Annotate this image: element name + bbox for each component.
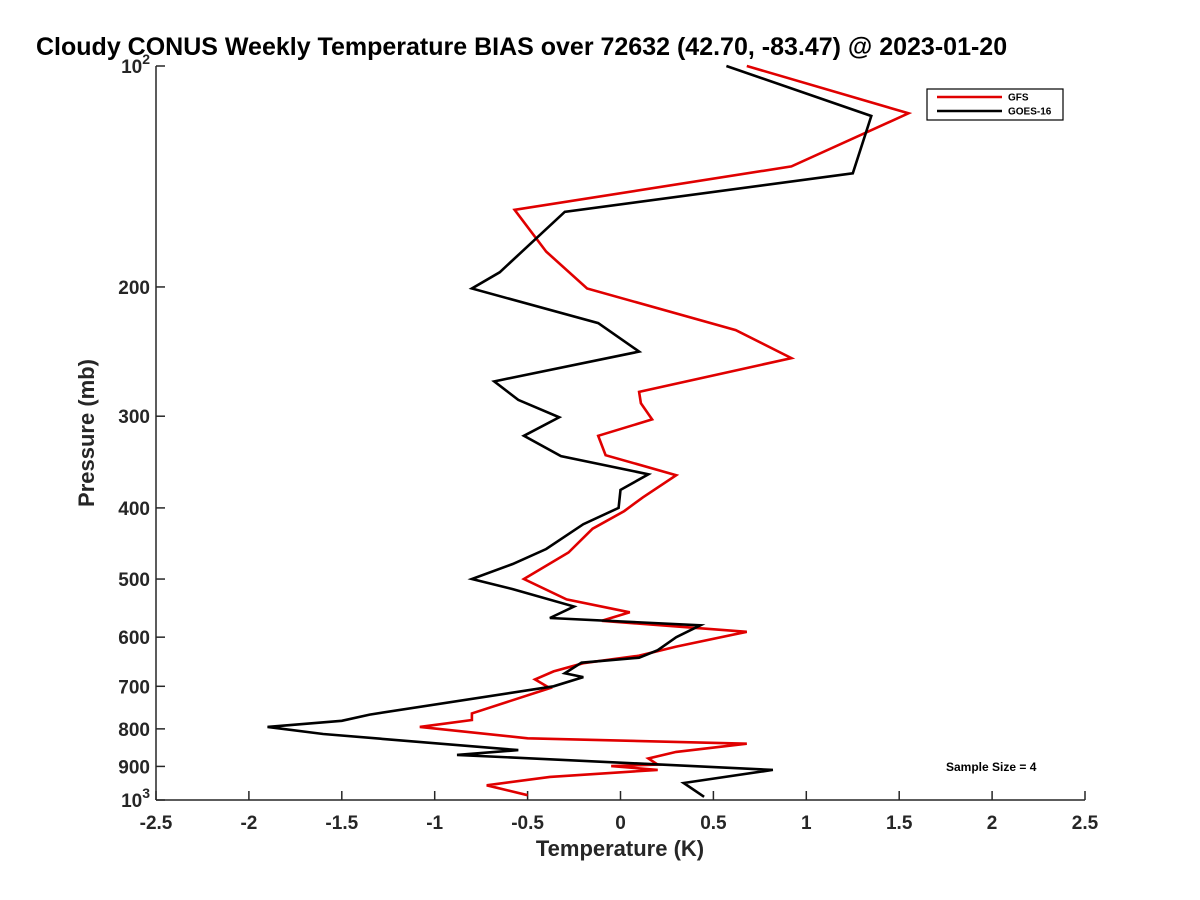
series-line-gfs [419, 64, 913, 797]
y-tick-label: 400 [118, 499, 150, 520]
y-axis-label: Pressure (mb) [74, 359, 99, 507]
y-tick-label: 300 [118, 407, 150, 428]
y-tick-label-base: 10 [121, 57, 142, 78]
x-tick-label: -1.5 [325, 813, 358, 834]
y-tick-label-base: 200 [118, 278, 150, 299]
series-line-goes-16 [267, 64, 873, 798]
chart-title: Cloudy CONUS Weekly Temperature BIAS ove… [36, 33, 1007, 61]
legend-box [926, 88, 1064, 121]
y-tick-label: 103 [121, 785, 150, 812]
plot-area [155, 66, 1085, 801]
y-tick-label: 200 [118, 278, 150, 299]
y-tick-label-base: 500 [118, 570, 150, 591]
series-group [267, 64, 913, 798]
y-tick-label-exponent: 3 [142, 785, 150, 801]
x-tick-label: -0.5 [511, 813, 544, 834]
x-axis-label: Temperature (K) [536, 836, 704, 861]
x-tick-label: 2 [987, 813, 998, 834]
y-tick-label: 900 [118, 757, 150, 778]
x-tick-label: 1 [801, 813, 812, 834]
y-tick-label: 600 [118, 628, 150, 649]
x-tick-label: -2 [240, 813, 257, 834]
y-tick-label-base: 700 [118, 677, 150, 698]
y-tick-label-base: 10 [121, 791, 142, 812]
x-tick-label: 0.5 [700, 813, 727, 834]
y-tick-label: 500 [118, 570, 150, 591]
x-tick-label: -1 [426, 813, 443, 834]
y-tick-label-base: 800 [118, 720, 150, 741]
sample-size-annotation: Sample Size = 4 [946, 760, 1037, 774]
y-tick-label-base: 400 [118, 499, 150, 520]
y-tick-label-exponent: 2 [142, 51, 150, 67]
y-tick-label-base: 900 [118, 757, 150, 778]
legend: GFS GOES-16 [926, 88, 1064, 121]
x-ticks: -2.5 -2 -1.5 -1 -0.5 0 0.5 1 1.5 2 2.5 [140, 791, 1099, 834]
x-tick-label: -2.5 [140, 813, 173, 834]
y-tick-label: 800 [118, 720, 150, 741]
legend-label: GFS [1008, 93, 1029, 104]
y-tick-label: 102 [121, 51, 150, 78]
legend-label: GOES-16 [1008, 107, 1052, 118]
y-tick-label: 700 [118, 677, 150, 698]
y-tick-label-base: 600 [118, 628, 150, 649]
x-tick-label: 0 [615, 813, 626, 834]
y-tick-label-base: 300 [118, 407, 150, 428]
x-tick-label: 2.5 [1072, 813, 1099, 834]
x-tick-label: 1.5 [886, 813, 913, 834]
